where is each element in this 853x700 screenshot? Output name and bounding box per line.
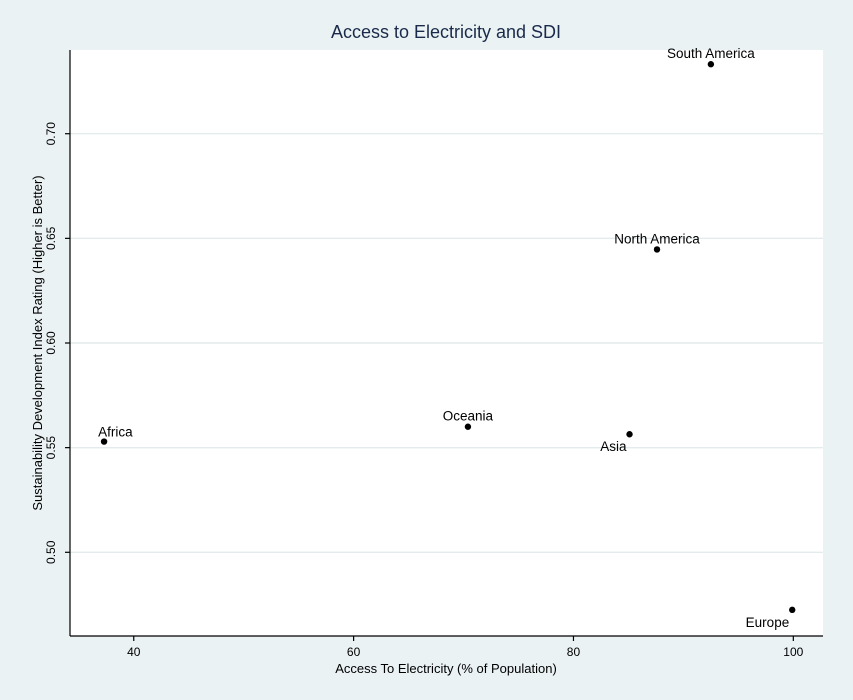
y-tick-label: 0.55 (44, 436, 58, 460)
y-tick-label: 0.50 (44, 540, 58, 564)
chart-title: Access to Electricity and SDI (331, 22, 561, 42)
x-tick-label: 80 (567, 645, 581, 659)
y-tick-label: 0.60 (44, 331, 58, 355)
point-asia (626, 431, 633, 438)
data-points: South America North America Oceania Asia Afr… (98, 46, 796, 630)
y-tick-label: 0.65 (44, 226, 58, 250)
y-tick-label: 0.70 (44, 122, 58, 146)
point-oceania (464, 423, 472, 430)
point-south-america (707, 61, 715, 68)
x-tick-label: 60 (347, 645, 361, 659)
point-europe (789, 606, 796, 614)
point-label-europe: Europe (746, 615, 790, 630)
gridlines (70, 133, 823, 553)
axis-ticks: 0.50 0.55 0.60 0.65 0.70 40 60 80 100 (44, 122, 804, 659)
point-label-oceania: Oceania (443, 409, 494, 424)
point-label-south-america: South America (667, 46, 755, 61)
x-tick-label: 40 (127, 645, 141, 659)
x-tick-label: 100 (783, 645, 803, 659)
point-label-asia: Asia (600, 439, 627, 454)
x-axis-label: Access To Electricity (% of Population) (335, 661, 557, 676)
point-label-north-america: North America (614, 231, 700, 246)
point-north-america (653, 246, 661, 253)
y-axis-label: Sustainability Development Index Rating … (30, 175, 45, 510)
point-label-africa: Africa (98, 425, 133, 440)
point-africa (100, 438, 108, 445)
